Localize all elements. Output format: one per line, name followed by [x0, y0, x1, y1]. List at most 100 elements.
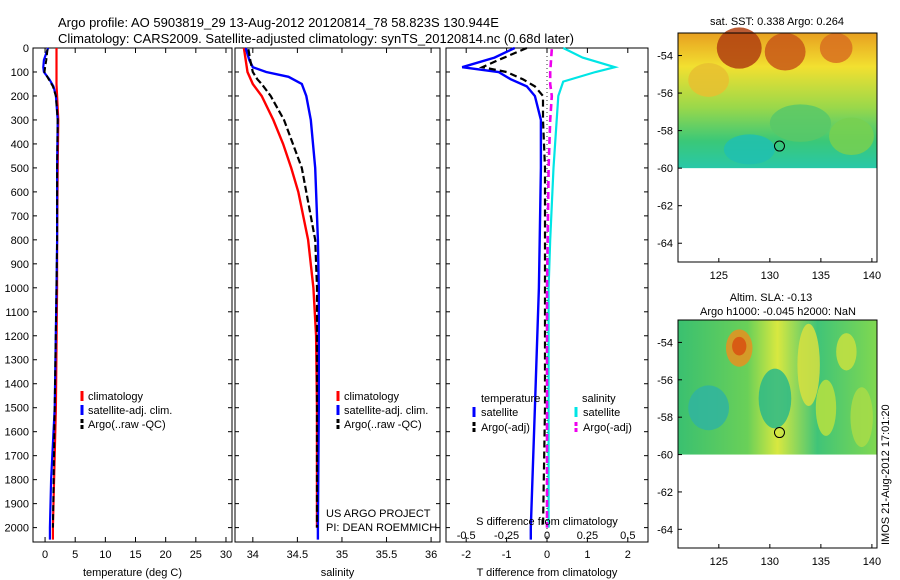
map-texture [836, 333, 857, 371]
x-tick-label-secondary: 0.5 [620, 530, 635, 542]
map-frame [677, 319, 878, 549]
y-tick-label: -54 [657, 337, 673, 349]
series-line [461, 46, 543, 540]
map-titles: sat. SST: 0.338 Argo: 0.264 Altim. SLA: -… [700, 16, 856, 318]
map-texture [797, 323, 820, 406]
legend-temperature: climatology satellite-adj. clim. Argo(..ra… [80, 391, 172, 431]
map-texture [716, 27, 762, 69]
x-tick-label: 125 [710, 556, 728, 568]
y-tick-label: -62 [657, 487, 673, 499]
y-tick-label: 1000 [5, 283, 29, 295]
series-line [244, 47, 320, 540]
timestamp-stamp: IMOS 21-Aug-2012 17:01:20 [880, 404, 892, 545]
figure-title-line1: Argo profile: AO 5903819_29 13-Aug-2012 … [58, 15, 499, 30]
y-tick-label: 100 [11, 67, 29, 79]
legend-label: Argo(..raw -QC) [88, 419, 166, 431]
y-tick-label: -58 [657, 126, 673, 138]
x-tick-label: -2 [461, 549, 471, 561]
plot-frame [32, 47, 233, 543]
legend-label: satellite [481, 407, 518, 419]
x-tick-label: 140 [863, 270, 881, 282]
map-texture [764, 33, 806, 71]
y-tick-label: 200 [11, 91, 29, 103]
map-texture [815, 379, 837, 436]
y-tick-label: 700 [11, 211, 29, 223]
x-tick-label: -1 [502, 549, 512, 561]
argo-position-marker [773, 427, 785, 439]
legend-difference: temperature salinity satellite Argo(-adj) sa… [457, 393, 636, 542]
stamp-text: IMOS 21-Aug-2012 17:01:20 [880, 404, 892, 545]
y-tick-label: 1900 [5, 499, 29, 511]
legend-label: Argo(-adj) [481, 422, 530, 434]
x-axis-label: T difference from climatology [477, 567, 618, 579]
map-texture [819, 33, 853, 64]
project-note: US ARGO PROJECT PI: DEAN ROEMMICH [326, 508, 437, 534]
y-tick-label: -60 [657, 163, 673, 175]
map-texture [688, 63, 730, 97]
legend-salinity: climatology satellite-adj. clim. Argo(..ra… [336, 391, 428, 431]
x-tick-label-secondary: 0 [544, 530, 550, 542]
y-tick-label: 400 [11, 139, 29, 151]
x-axis-label: temperature (deg C) [83, 567, 182, 579]
legend-label: climatology [88, 391, 144, 403]
y-tick-label: 300 [11, 115, 29, 127]
y-tick-label: 1400 [5, 379, 29, 391]
x-tick-label: 34.5 [287, 549, 308, 561]
y-tick-label: 1700 [5, 451, 29, 463]
x-axis-label: salinity [321, 567, 355, 579]
x-tick-label: 2 [625, 549, 631, 561]
map-texture [829, 117, 874, 156]
y-tick-label: -56 [657, 375, 673, 387]
x-tick-label: 140 [863, 556, 881, 568]
legend-label: climatology [344, 391, 400, 403]
series-line [547, 47, 620, 528]
y-tick-label: 1300 [5, 355, 29, 367]
y-tick-label: 1200 [5, 331, 29, 343]
series-line [545, 49, 554, 528]
argo-position-marker [773, 140, 785, 152]
x-tick-label: 15 [129, 549, 141, 561]
x-tick-label: 135 [812, 270, 830, 282]
x-tick-label-secondary: -0.25 [494, 530, 519, 542]
legend-label: Argo(-adj) [583, 422, 632, 434]
y-tick-label: -54 [657, 51, 673, 63]
map-sla-map: 125 130 135 140 -54 -56 -58 -60 -62 -64 [657, 319, 881, 568]
x-tick-label: 130 [761, 556, 779, 568]
x-tick-label: 25 [190, 549, 202, 561]
plot-frame [234, 47, 441, 543]
y-tick-label: -56 [657, 88, 673, 100]
x-tick-label: 36 [425, 549, 437, 561]
y-tick-label: 800 [11, 235, 29, 247]
project-name: US ARGO PROJECT [326, 508, 431, 520]
y-tick-label: -58 [657, 412, 673, 424]
map-texture [850, 387, 873, 448]
x-tick-label: 125 [710, 270, 728, 282]
series-line [247, 49, 319, 528]
map-frame [677, 32, 878, 263]
x-tick-label-secondary: 0.25 [577, 530, 598, 542]
sla-map-subtitle: Argo h1000: -0.045 h2000: NaN [700, 306, 856, 318]
legend-label: Argo(..raw -QC) [344, 419, 422, 431]
y-tick-label: 500 [11, 163, 29, 175]
figure-title-line2: Climatology: CARS2009. Satellite-adjuste… [58, 31, 574, 46]
map-texture [769, 104, 832, 142]
x-tick-label: 10 [99, 549, 111, 561]
y-tick-label: 1600 [5, 427, 29, 439]
y-tick-label: -60 [657, 450, 673, 462]
sla-map-title: Altim. SLA: -0.13 [730, 292, 813, 304]
x-tick-label: 1 [584, 549, 590, 561]
y-tick-label: 2000 [5, 523, 29, 535]
sst-map-title: sat. SST: 0.338 Argo: 0.264 [710, 16, 844, 28]
y-tick-label: -64 [657, 238, 673, 250]
y-tick-label: 0 [23, 43, 29, 55]
legend-label: satellite-adj. clim. [344, 405, 428, 417]
profile-panel-temperature: 0 5 10 15 20 25 300100200300400500600700800900… [5, 43, 233, 579]
map-texture [758, 368, 792, 429]
legend-label: satellite-adj. clim. [88, 405, 172, 417]
map-texture [688, 385, 730, 431]
legend-title: temperature [481, 393, 540, 405]
project-pi: PI: DEAN ROEMMICH [326, 522, 437, 534]
x-tick-label: 34 [247, 549, 259, 561]
map-sst-map: 125 130 135 140 -54 -56 -58 -60 -62 -64 [657, 27, 881, 282]
